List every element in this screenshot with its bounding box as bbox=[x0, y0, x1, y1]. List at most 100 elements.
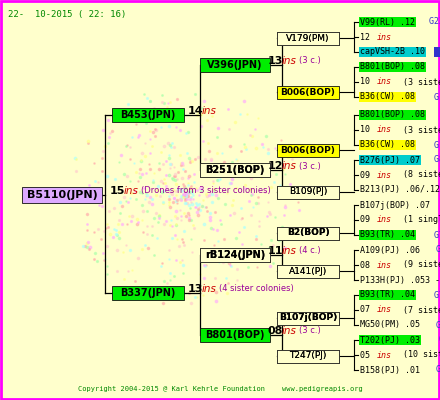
Text: V179(PM): V179(PM) bbox=[286, 34, 330, 42]
Bar bbox=[200, 328, 270, 342]
Text: 14: 14 bbox=[188, 106, 204, 116]
Text: -VSH-Pool-AR: -VSH-Pool-AR bbox=[434, 48, 440, 56]
Text: 09: 09 bbox=[360, 170, 375, 180]
Text: T247(PJ): T247(PJ) bbox=[290, 352, 326, 360]
Bar bbox=[200, 248, 270, 262]
Text: 10: 10 bbox=[360, 126, 375, 134]
Text: G19 -Sinop72R: G19 -Sinop72R bbox=[423, 140, 440, 150]
Text: 15: 15 bbox=[110, 186, 125, 196]
Text: ins: ins bbox=[282, 56, 297, 66]
Bar bbox=[200, 248, 270, 262]
Text: ins: ins bbox=[377, 126, 392, 134]
Text: B107j(BOP) .07: B107j(BOP) .07 bbox=[360, 200, 430, 210]
Text: ins: ins bbox=[377, 350, 392, 360]
Text: B213(PJ) .06/.12 -SinopEgg86R: B213(PJ) .06/.12 -SinopEgg86R bbox=[360, 186, 440, 194]
Text: ins: ins bbox=[282, 246, 297, 256]
Text: G2 -Athos00R: G2 -Athos00R bbox=[429, 336, 440, 344]
Text: ins: ins bbox=[124, 186, 139, 196]
Text: ins: ins bbox=[282, 326, 297, 336]
Text: 11: 11 bbox=[268, 246, 283, 256]
Text: G2 -Konya04-2: G2 -Konya04-2 bbox=[426, 246, 440, 254]
Text: 13: 13 bbox=[188, 284, 203, 294]
Bar bbox=[200, 163, 270, 177]
Text: 12: 12 bbox=[268, 161, 283, 171]
Bar bbox=[112, 108, 184, 122]
Text: G9 -NO6294R: G9 -NO6294R bbox=[434, 110, 440, 120]
Text: A109(PJ) .06: A109(PJ) .06 bbox=[360, 246, 420, 254]
Bar bbox=[277, 350, 339, 362]
Text: A141(PJ): A141(PJ) bbox=[289, 266, 327, 276]
Text: (1 single colony): (1 single colony) bbox=[393, 216, 440, 224]
Text: (3 c.): (3 c.) bbox=[299, 162, 321, 170]
Text: ins: ins bbox=[377, 260, 392, 270]
Text: capVSH-2B .10: capVSH-2B .10 bbox=[360, 48, 425, 56]
Text: P133H(PJ) .053 -PrimGreen00: P133H(PJ) .053 -PrimGreen00 bbox=[360, 276, 440, 284]
Text: 08: 08 bbox=[268, 326, 283, 336]
Text: G7 -NO6294R: G7 -NO6294R bbox=[423, 290, 440, 300]
Text: 09: 09 bbox=[360, 216, 375, 224]
Text: B251(BOP): B251(BOP) bbox=[205, 165, 265, 175]
Text: 10: 10 bbox=[360, 78, 375, 86]
Bar bbox=[277, 32, 339, 44]
Text: B337(JPN): B337(JPN) bbox=[120, 288, 176, 298]
Text: (7 sister colonies): (7 sister colonies) bbox=[393, 306, 440, 314]
Text: B453(JPN): B453(JPN) bbox=[120, 110, 176, 120]
Text: ins: ins bbox=[377, 170, 392, 180]
Text: (3 c.): (3 c.) bbox=[299, 56, 321, 66]
Text: B801(BOP): B801(BOP) bbox=[205, 330, 265, 340]
Text: V179(PM): V179(PM) bbox=[286, 34, 330, 42]
Text: ins: ins bbox=[202, 284, 217, 294]
Text: (8 sister colonies): (8 sister colonies) bbox=[393, 170, 440, 180]
Bar bbox=[277, 312, 339, 324]
Text: B107j(BOP): B107j(BOP) bbox=[279, 314, 337, 322]
Text: B93(TR) .04: B93(TR) .04 bbox=[360, 290, 415, 300]
Text: (3 sister colonies): (3 sister colonies) bbox=[393, 126, 440, 134]
Text: (4 c.): (4 c.) bbox=[299, 246, 321, 256]
Bar bbox=[22, 187, 102, 203]
Text: G8 -NO6294R: G8 -NO6294R bbox=[437, 200, 440, 210]
Text: ins: ins bbox=[377, 32, 392, 42]
Text: B006(BOP): B006(BOP) bbox=[281, 88, 335, 96]
Text: B2(BOP): B2(BOP) bbox=[287, 228, 329, 238]
Bar bbox=[277, 264, 339, 278]
Text: T247(PJ): T247(PJ) bbox=[290, 352, 326, 360]
Text: B276(PJ) .07: B276(PJ) .07 bbox=[360, 156, 420, 164]
Text: 07: 07 bbox=[360, 306, 375, 314]
Text: MG50(PM) .05: MG50(PM) .05 bbox=[360, 320, 420, 330]
Text: G9 -NO6294R: G9 -NO6294R bbox=[434, 62, 440, 72]
Text: B251(BOP): B251(BOP) bbox=[205, 165, 265, 175]
Bar bbox=[277, 32, 339, 44]
Text: B36(CW) .08: B36(CW) .08 bbox=[360, 140, 415, 150]
Text: B801(BOP) .08: B801(BOP) .08 bbox=[360, 110, 425, 120]
Text: B36(CW) .08: B36(CW) .08 bbox=[360, 92, 415, 102]
Text: T202(PJ) .03: T202(PJ) .03 bbox=[360, 336, 420, 344]
Text: B109(PJ): B109(PJ) bbox=[289, 188, 327, 196]
Bar bbox=[200, 163, 270, 177]
Text: G7 -NO6294R: G7 -NO6294R bbox=[423, 230, 440, 240]
Text: ins: ins bbox=[282, 161, 297, 171]
Text: ins: ins bbox=[377, 216, 392, 224]
Text: rB124(JPN): rB124(JPN) bbox=[205, 250, 265, 260]
Text: ins: ins bbox=[377, 306, 392, 314]
Text: ins: ins bbox=[202, 106, 217, 116]
Text: B801(BOP) .08: B801(BOP) .08 bbox=[360, 62, 425, 72]
Text: V396(JPN): V396(JPN) bbox=[207, 60, 263, 70]
Text: (10 sister colonies): (10 sister colonies) bbox=[393, 350, 440, 360]
Text: V99(RL) .12: V99(RL) .12 bbox=[360, 18, 415, 26]
Text: B5110(JPN): B5110(JPN) bbox=[27, 190, 97, 200]
Text: rB124(JPN): rB124(JPN) bbox=[205, 250, 265, 260]
Text: G19 -Sinop72R: G19 -Sinop72R bbox=[423, 92, 440, 102]
Text: (Drones from 3 sister colonies): (Drones from 3 sister colonies) bbox=[141, 186, 271, 196]
Text: 22-  10-2015 ( 22: 16): 22- 10-2015 ( 22: 16) bbox=[8, 10, 126, 19]
Text: G8 -Sardasht93R: G8 -Sardasht93R bbox=[429, 156, 440, 164]
Bar bbox=[277, 186, 339, 198]
Text: ins: ins bbox=[377, 78, 392, 86]
Text: (3 c.): (3 c.) bbox=[299, 326, 321, 336]
Bar bbox=[277, 312, 339, 324]
Text: 13: 13 bbox=[268, 56, 283, 66]
Text: (9 sister colonies): (9 sister colonies) bbox=[393, 260, 440, 270]
Text: Copyright 2004-2015 @ Karl Kehrle Foundation    www.pedigreapis.org: Copyright 2004-2015 @ Karl Kehrle Founda… bbox=[77, 386, 363, 392]
Text: B2(BOP): B2(BOP) bbox=[287, 228, 329, 238]
Text: B006(BOP): B006(BOP) bbox=[281, 146, 335, 154]
Bar bbox=[277, 264, 339, 278]
